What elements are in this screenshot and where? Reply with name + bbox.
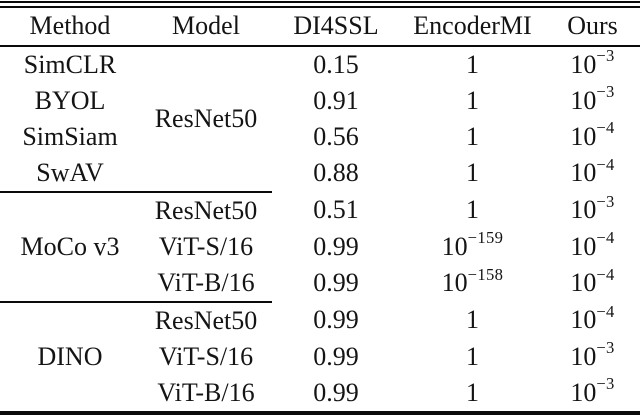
cell-ours: 10−3 bbox=[570, 191, 615, 225]
cell-encodermi: 1 bbox=[466, 377, 479, 407]
table-row: ViT-S/16 0.99 10−159 10−4 bbox=[0, 229, 640, 265]
cell-model: ViT-B/16 bbox=[157, 267, 255, 297]
cell-model-shared: ResNet50 bbox=[154, 103, 258, 133]
table-row: BYOL 0.91 1 10−3 bbox=[0, 83, 640, 119]
cell-ours: 10−3 bbox=[570, 374, 615, 407]
cell-di4ssl: 0.91 bbox=[313, 85, 359, 115]
cell-ours: 10−3 bbox=[570, 46, 615, 79]
cell-encodermi: 1 bbox=[466, 341, 479, 371]
cell-model: ViT-S/16 bbox=[158, 341, 254, 371]
cell-model: ResNet50 bbox=[140, 191, 272, 229]
cell-di4ssl: 0.99 bbox=[313, 305, 359, 335]
cell-encodermi: 10−158 bbox=[441, 264, 504, 298]
cell-encodermi: 1 bbox=[466, 49, 479, 79]
cell-di4ssl: 0.15 bbox=[313, 49, 359, 79]
cell-ours: 10−4 bbox=[570, 228, 615, 261]
cell-di4ssl: 0.99 bbox=[313, 377, 359, 407]
cell-model: ViT-B/16 bbox=[157, 377, 255, 407]
cell-method-shared: MoCo v3 bbox=[0, 191, 140, 302]
cell-di4ssl: 0.88 bbox=[313, 158, 359, 188]
table-row: ViT-S/16 0.99 1 10−3 bbox=[0, 339, 640, 375]
cell-di4ssl: 0.99 bbox=[313, 268, 359, 298]
cell-encodermi: 1 bbox=[466, 85, 479, 115]
cell-method: BYOL bbox=[34, 85, 106, 115]
cell-method: SimSiam bbox=[22, 121, 118, 151]
table-row: MoCo v3 ResNet50 0.51 1 10−3 bbox=[0, 191, 640, 302]
cell-encodermi: 1 bbox=[466, 121, 479, 151]
table-row: ViT-B/16 0.99 1 10−3 bbox=[0, 375, 640, 411]
table-row: SimCLR ResNet50 0.15 1 10−3 bbox=[0, 46, 640, 133]
results-table: Method Model DI4SSL EncoderMI Ours SimCL… bbox=[0, 8, 640, 411]
cell-ours: 10−4 bbox=[570, 118, 615, 151]
cell-di4ssl: 0.99 bbox=[313, 341, 359, 371]
table-row: SwAV 0.88 1 10−4 bbox=[0, 155, 640, 192]
cell-di4ssl: 0.99 bbox=[313, 231, 359, 261]
table-row: ViT-B/16 0.99 10−158 10−4 bbox=[0, 265, 640, 302]
col-header-ours: Ours bbox=[545, 8, 640, 47]
col-header-di4ssl: DI4SSL bbox=[272, 8, 400, 47]
table-row: SimSiam 0.56 1 10−4 bbox=[0, 119, 640, 155]
table-row: DINO ResNet50 0.99 1 10−4 bbox=[0, 301, 640, 411]
cell-model: ResNet50 bbox=[140, 301, 272, 339]
cell-ours: 10−3 bbox=[570, 338, 615, 371]
col-header-model: Model bbox=[140, 8, 272, 47]
cell-di4ssl: 0.51 bbox=[313, 195, 359, 225]
col-header-encodermi: EncoderMI bbox=[400, 8, 545, 47]
header-row: Method Model DI4SSL EncoderMI Ours bbox=[0, 8, 640, 47]
cell-encodermi: 10−159 bbox=[441, 228, 504, 261]
cell-method-shared: DINO bbox=[0, 301, 140, 411]
cell-encodermi: 1 bbox=[466, 305, 479, 335]
cell-ours: 10−4 bbox=[570, 154, 615, 188]
cell-method: SimCLR bbox=[23, 49, 117, 79]
cell-ours: 10−4 bbox=[570, 301, 615, 335]
cell-method: SwAV bbox=[36, 157, 104, 187]
cell-di4ssl: 0.56 bbox=[313, 121, 359, 151]
col-header-method: Method bbox=[0, 8, 140, 47]
cell-ours: 10−4 bbox=[570, 264, 615, 298]
cell-ours: 10−3 bbox=[570, 82, 615, 115]
cell-encodermi: 1 bbox=[466, 158, 479, 188]
cell-model: ViT-S/16 bbox=[158, 231, 254, 261]
cell-encodermi: 1 bbox=[466, 195, 479, 225]
